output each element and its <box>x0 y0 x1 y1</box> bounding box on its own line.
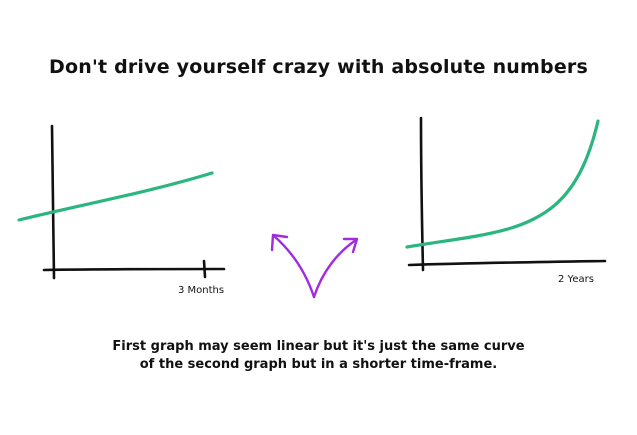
left-x-tick <box>202 259 207 279</box>
left-graph <box>17 124 226 280</box>
left-x-axis <box>42 267 226 272</box>
arrow-right-shaft <box>312 238 358 299</box>
left-x-label: 3 Months <box>178 285 225 296</box>
diagram-title: Don't drive yourself crazy with absolute… <box>49 56 588 78</box>
right-curve <box>405 119 600 249</box>
left-y-axis <box>50 124 56 280</box>
caption: First graph may seem linear but it's jus… <box>0 338 637 374</box>
arrow-left-head <box>270 233 289 252</box>
right-x-label: 2 Years <box>558 274 594 285</box>
caption-line-1: First graph may seem linear but it's jus… <box>112 339 525 354</box>
right-y-axis <box>419 116 425 272</box>
right-x-axis <box>407 259 607 267</box>
right-graph <box>405 116 607 272</box>
arrow-left-shaft <box>272 234 316 299</box>
arrow-right-head <box>342 237 359 254</box>
left-curve <box>17 171 214 222</box>
arrows <box>270 233 359 299</box>
caption-line-2: of the second graph but in a shorter tim… <box>139 357 498 372</box>
